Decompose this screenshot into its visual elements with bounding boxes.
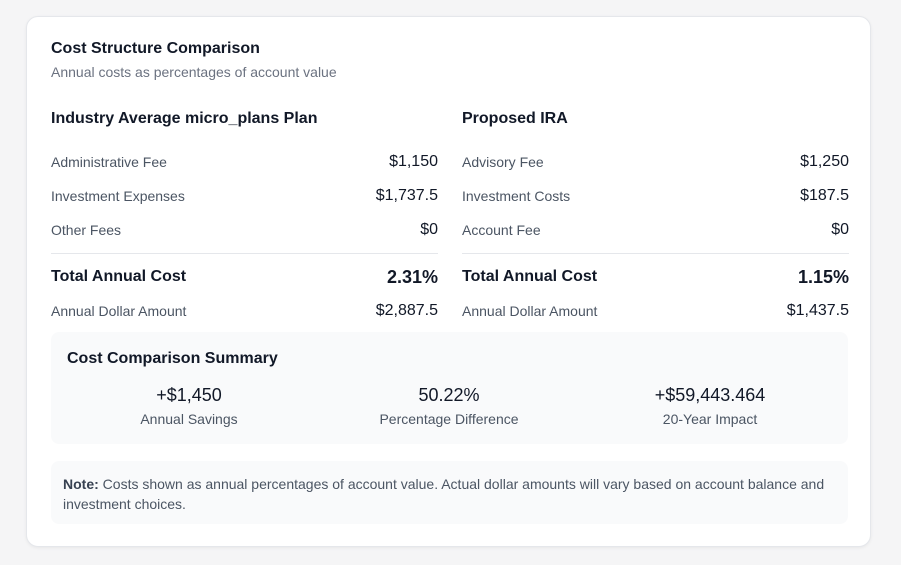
fee-label: Account Fee xyxy=(462,222,541,238)
dollar-row: Annual Dollar Amount $2,887.5 xyxy=(51,294,438,328)
total-row: Total Annual Cost 1.15% xyxy=(462,260,849,294)
column-title: Proposed IRA xyxy=(462,110,568,127)
fee-value: $1,250 xyxy=(800,153,849,170)
total-value: 2.31% xyxy=(386,266,438,287)
fee-row: Advisory Fee $1,250 xyxy=(462,145,849,179)
fee-value: $1,150 xyxy=(389,153,438,170)
summary-title: Cost Comparison Summary xyxy=(67,350,278,367)
dollar-label: Annual Dollar Amount xyxy=(462,303,598,319)
fee-value: $0 xyxy=(831,221,849,238)
fee-label: Advisory Fee xyxy=(462,154,544,170)
note-box: Note: Costs shown as annual percentages … xyxy=(51,461,848,524)
fee-value: $1,737.5 xyxy=(375,187,438,204)
card-title: Cost Structure Comparison xyxy=(51,40,260,57)
total-label: Total Annual Cost xyxy=(51,268,187,285)
fee-label: Investment Costs xyxy=(462,188,571,204)
divider xyxy=(462,253,849,254)
fee-label: Administrative Fee xyxy=(51,154,167,170)
fee-row: Investment Costs $187.5 xyxy=(462,179,849,213)
proposed-ira-column: Proposed IRA Advisory Fee $1,250 Investm… xyxy=(462,109,849,328)
card-subtitle: Annual costs as percentages of account v… xyxy=(51,64,337,80)
industry-average-column: Industry Average micro_plans Plan Admini… xyxy=(51,109,438,328)
dollar-value: $2,887.5 xyxy=(375,302,438,319)
fee-row: Administrative Fee $1,150 xyxy=(51,145,438,179)
total-value: 1.15% xyxy=(797,266,849,287)
fee-label: Investment Expenses xyxy=(51,188,185,204)
twenty-year-impact-stat: +$59,443.464 20-Year Impact xyxy=(580,384,840,428)
fee-row: Investment Expenses $1,737.5 xyxy=(51,179,438,213)
total-row: Total Annual Cost 2.31% xyxy=(51,260,438,294)
fee-row: Account Fee $0 xyxy=(462,213,849,247)
fee-row: Other Fees $0 xyxy=(51,213,438,247)
total-label: Total Annual Cost xyxy=(462,268,598,285)
dollar-row: Annual Dollar Amount $1,437.5 xyxy=(462,294,849,328)
stat-caption: 20-Year Impact xyxy=(662,411,758,427)
percentage-difference-stat: 50.22% Percentage Difference xyxy=(319,384,579,428)
card-header: Cost Structure Comparison Annual costs a… xyxy=(51,39,337,81)
stat-caption: Annual Savings xyxy=(140,411,238,427)
dollar-label: Annual Dollar Amount xyxy=(51,303,187,319)
divider xyxy=(51,253,438,254)
cost-structure-card: Cost Structure Comparison Annual costs a… xyxy=(26,16,871,547)
stat-value: 50.22% xyxy=(418,385,480,405)
fee-label: Other Fees xyxy=(51,222,122,238)
fee-value: $187.5 xyxy=(800,187,849,204)
stat-value: +$59,443.464 xyxy=(654,385,766,405)
annual-savings-stat: +$1,450 Annual Savings xyxy=(59,384,319,428)
stat-value: +$1,450 xyxy=(156,385,222,405)
dollar-value: $1,437.5 xyxy=(786,302,849,319)
fee-value: $0 xyxy=(420,221,438,238)
cost-comparison-summary: Cost Comparison Summary +$1,450 Annual S… xyxy=(51,332,848,444)
note-label: Note: xyxy=(63,476,99,492)
note-text: Costs shown as annual percentages of acc… xyxy=(63,476,825,512)
stat-caption: Percentage Difference xyxy=(379,411,519,427)
column-title: Industry Average micro_plans Plan xyxy=(51,110,318,127)
